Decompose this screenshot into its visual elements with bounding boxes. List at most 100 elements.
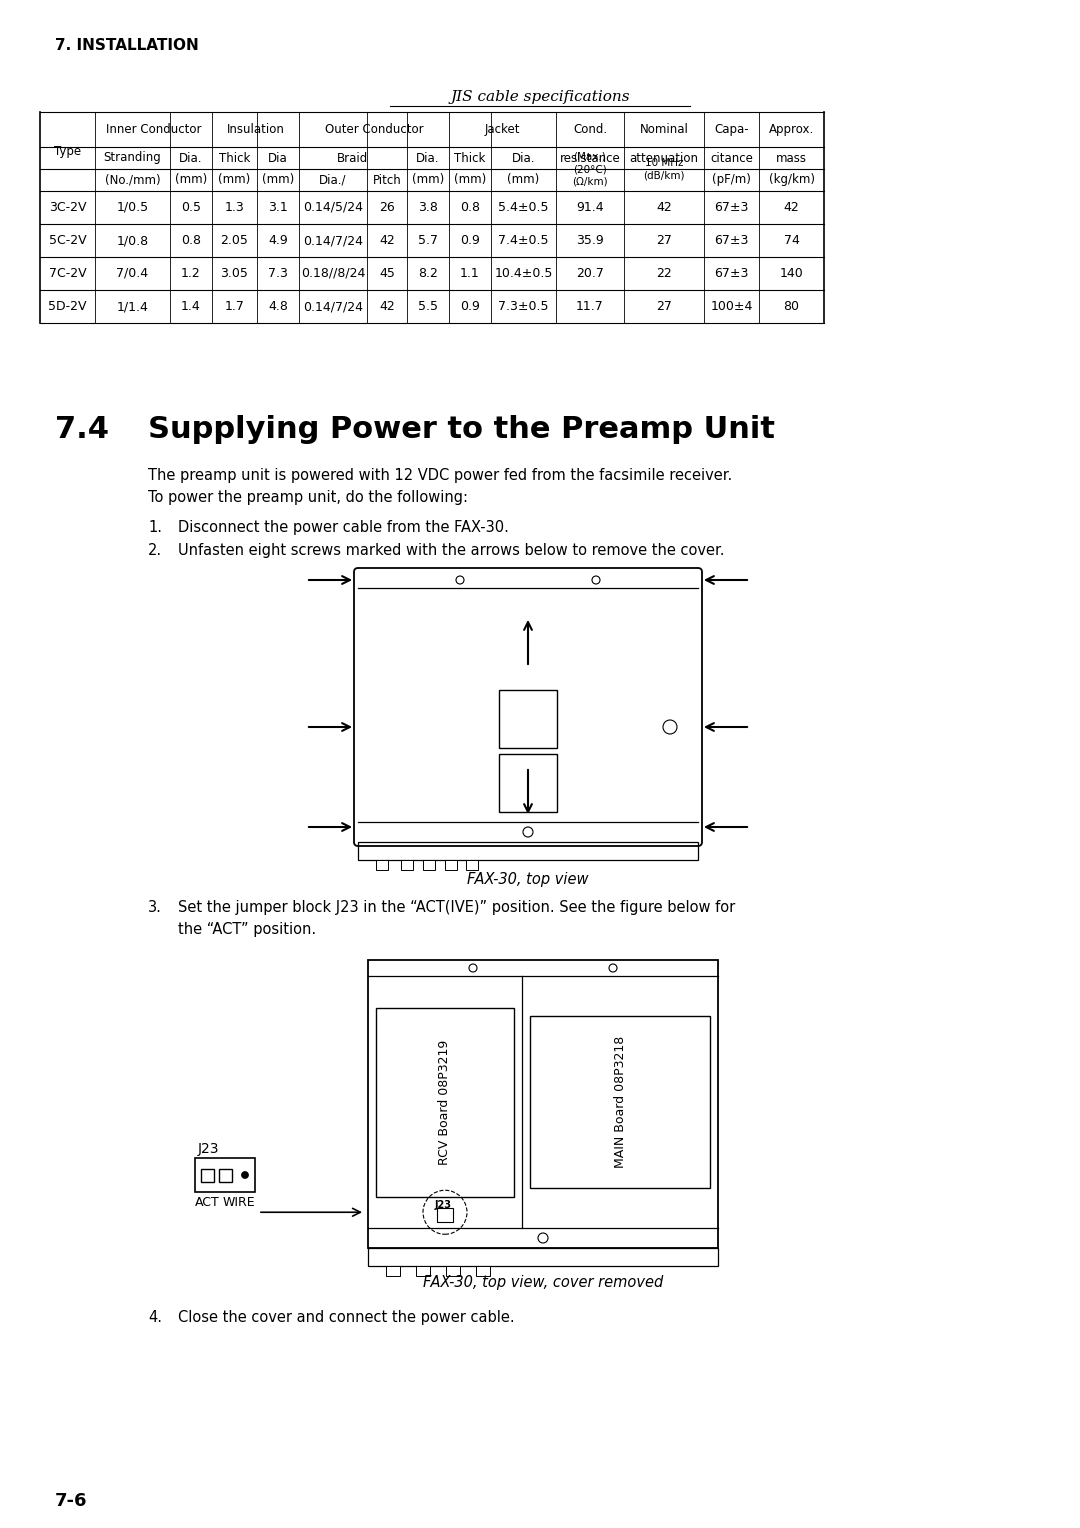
Text: 5.4±0.5: 5.4±0.5 xyxy=(498,202,549,214)
Text: 1.4: 1.4 xyxy=(181,299,201,313)
Text: Type: Type xyxy=(54,145,81,157)
Text: 3.: 3. xyxy=(148,900,162,915)
Text: Pitch: Pitch xyxy=(373,174,402,186)
Bar xyxy=(476,1267,490,1276)
Bar xyxy=(357,842,698,860)
Text: 42: 42 xyxy=(379,234,395,248)
Text: 5.7: 5.7 xyxy=(418,234,438,248)
Text: (pF/m): (pF/m) xyxy=(712,174,751,186)
Text: 42: 42 xyxy=(379,299,395,313)
Text: 5.5: 5.5 xyxy=(418,299,438,313)
Bar xyxy=(368,960,718,1248)
Text: Dia.: Dia. xyxy=(179,151,203,165)
Text: 1.: 1. xyxy=(148,520,162,535)
Text: Thick: Thick xyxy=(455,151,486,165)
Text: 0.8: 0.8 xyxy=(181,234,201,248)
Text: 0.18//8/24: 0.18//8/24 xyxy=(301,267,365,280)
Bar xyxy=(423,860,435,869)
Text: 5C-2V: 5C-2V xyxy=(49,234,86,248)
Text: 7. INSTALLATION: 7. INSTALLATION xyxy=(55,38,199,53)
Text: 100±4: 100±4 xyxy=(711,299,753,313)
Text: FAX-30, top view, cover removed: FAX-30, top view, cover removed xyxy=(423,1274,663,1290)
Text: Nominal: Nominal xyxy=(639,122,688,136)
Text: 1/0.5: 1/0.5 xyxy=(117,202,149,214)
Bar xyxy=(376,860,388,869)
Bar xyxy=(437,1209,453,1222)
Text: Thick: Thick xyxy=(219,151,251,165)
Text: 0.14/5/24: 0.14/5/24 xyxy=(303,202,363,214)
Text: 27: 27 xyxy=(656,234,672,248)
Text: 0.9: 0.9 xyxy=(460,234,480,248)
Text: 10 MHz
(dB/km): 10 MHz (dB/km) xyxy=(644,157,685,180)
Text: resistance: resistance xyxy=(559,151,620,165)
Text: (mm): (mm) xyxy=(508,174,540,186)
Text: ACT: ACT xyxy=(195,1196,219,1209)
Text: Disconnect the power cable from the FAX-30.: Disconnect the power cable from the FAX-… xyxy=(178,520,509,535)
Bar xyxy=(401,860,413,869)
Text: Cond.: Cond. xyxy=(572,122,607,136)
Text: Insulation: Insulation xyxy=(227,122,284,136)
Text: 0.14/7/24: 0.14/7/24 xyxy=(303,234,363,248)
Text: 8.2: 8.2 xyxy=(418,267,437,280)
Circle shape xyxy=(242,1172,248,1178)
Text: (mm): (mm) xyxy=(411,174,444,186)
Text: 11.7: 11.7 xyxy=(576,299,604,313)
Text: 20.7: 20.7 xyxy=(576,267,604,280)
Text: 10.4±0.5: 10.4±0.5 xyxy=(495,267,553,280)
Text: 7-6: 7-6 xyxy=(55,1491,87,1510)
Bar xyxy=(499,753,557,811)
Text: 3C-2V: 3C-2V xyxy=(49,202,86,214)
Text: 0.5: 0.5 xyxy=(181,202,201,214)
Bar xyxy=(445,860,457,869)
Text: 4.: 4. xyxy=(148,1309,162,1325)
Text: 0.8: 0.8 xyxy=(460,202,480,214)
Text: 4.8: 4.8 xyxy=(268,299,288,313)
Text: RCV Board 08P3219: RCV Board 08P3219 xyxy=(438,1039,451,1164)
Text: 1.3: 1.3 xyxy=(225,202,244,214)
Text: 35.9: 35.9 xyxy=(576,234,604,248)
Text: J23: J23 xyxy=(198,1141,219,1157)
Text: The preamp unit is powered with 12 VDC power fed from the facsimile receiver.
To: The preamp unit is powered with 12 VDC p… xyxy=(148,468,732,504)
Text: 7.4: 7.4 xyxy=(55,416,109,445)
Bar xyxy=(386,1267,400,1276)
Text: 3.05: 3.05 xyxy=(220,267,248,280)
Text: 1.2: 1.2 xyxy=(181,267,201,280)
Bar xyxy=(368,1248,718,1267)
Bar xyxy=(446,1267,460,1276)
Text: 74: 74 xyxy=(784,234,799,248)
Text: 45: 45 xyxy=(379,267,395,280)
Text: 42: 42 xyxy=(657,202,672,214)
Text: Capa-: Capa- xyxy=(714,122,748,136)
Text: Dia./: Dia./ xyxy=(320,174,347,186)
Text: (mm): (mm) xyxy=(218,174,251,186)
Text: Braid: Braid xyxy=(337,151,368,165)
Text: Dia: Dia xyxy=(268,151,288,165)
Text: (mm): (mm) xyxy=(175,174,207,186)
Text: 42: 42 xyxy=(784,202,799,214)
Text: (kg/km): (kg/km) xyxy=(769,174,814,186)
Text: 1.1: 1.1 xyxy=(460,267,480,280)
Text: MAIN Board 08P3218: MAIN Board 08P3218 xyxy=(613,1036,626,1167)
Text: (Max.)
(20°C)
(Ω/km): (Max.) (20°C) (Ω/km) xyxy=(572,151,608,186)
Bar xyxy=(219,1169,232,1183)
Text: Stranding: Stranding xyxy=(104,151,161,165)
Text: 7/0.4: 7/0.4 xyxy=(117,267,149,280)
Text: Outer Conductor: Outer Conductor xyxy=(325,122,423,136)
Text: 26: 26 xyxy=(379,202,395,214)
Text: Approx.: Approx. xyxy=(769,122,814,136)
Text: 0.14/7/24: 0.14/7/24 xyxy=(303,299,363,313)
Bar xyxy=(416,1267,430,1276)
Text: 67±3: 67±3 xyxy=(714,267,748,280)
Text: 67±3: 67±3 xyxy=(714,202,748,214)
Text: WIRE: WIRE xyxy=(222,1196,256,1209)
Text: Supplying Power to the Preamp Unit: Supplying Power to the Preamp Unit xyxy=(148,416,775,445)
Text: Close the cover and connect the power cable.: Close the cover and connect the power ca… xyxy=(178,1309,515,1325)
Text: J23: J23 xyxy=(434,1201,451,1210)
Text: Jacket: Jacket xyxy=(485,122,521,136)
Text: FAX-30, top view: FAX-30, top view xyxy=(468,872,589,886)
Text: 1/1.4: 1/1.4 xyxy=(117,299,148,313)
Text: (No./mm): (No./mm) xyxy=(105,174,160,186)
Text: 140: 140 xyxy=(780,267,804,280)
Text: 91.4: 91.4 xyxy=(577,202,604,214)
Text: 67±3: 67±3 xyxy=(714,234,748,248)
